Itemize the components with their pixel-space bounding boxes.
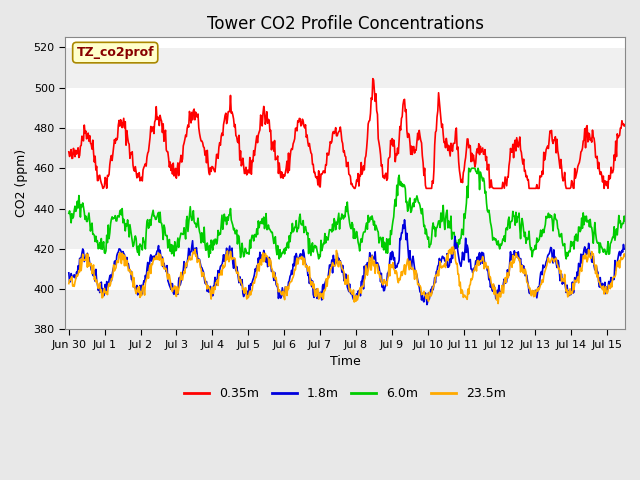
- Bar: [65, 249, 625, 289]
- Title: Tower CO2 Profile Concentrations: Tower CO2 Profile Concentrations: [207, 15, 484, 33]
- Bar: [65, 48, 625, 88]
- Legend: 0.35m, 1.8m, 6.0m, 23.5m: 0.35m, 1.8m, 6.0m, 23.5m: [179, 382, 511, 405]
- Bar: [65, 128, 625, 168]
- Text: TZ_co2prof: TZ_co2prof: [76, 46, 154, 59]
- Y-axis label: CO2 (ppm): CO2 (ppm): [15, 149, 28, 217]
- Bar: [65, 289, 625, 329]
- Bar: [65, 168, 625, 208]
- X-axis label: Time: Time: [330, 355, 360, 368]
- Bar: [65, 208, 625, 249]
- Bar: [65, 88, 625, 128]
